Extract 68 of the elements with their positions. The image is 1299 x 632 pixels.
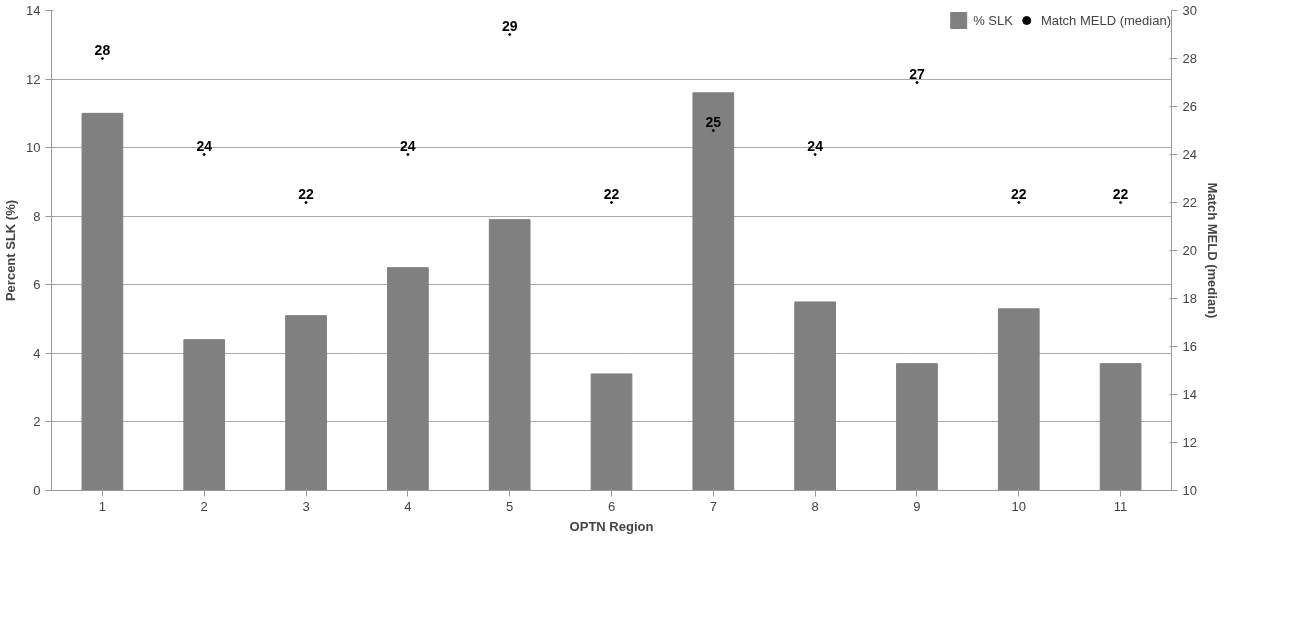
y-tick-label: 6: [33, 277, 41, 293]
point: [1119, 201, 1123, 204]
x-tick-label: 1: [98, 498, 107, 514]
legend-label: Match MELD (median): [1040, 12, 1171, 28]
x-tick-label: 11: [1113, 498, 1128, 514]
bar: [1099, 363, 1142, 491]
bar: [183, 339, 226, 491]
data-label: 22: [1010, 185, 1027, 202]
data-label: 22: [298, 185, 315, 202]
y2-tick-label: 16: [1182, 339, 1197, 354]
y2-tick-label: 12: [1182, 435, 1197, 450]
y2-tick-label: 28: [1182, 51, 1197, 66]
data-label: 25: [705, 113, 722, 130]
x-tick-label: 6: [607, 498, 616, 514]
point: [813, 153, 817, 156]
y-axis-title: Percent SLK (%): [3, 199, 19, 302]
point: [610, 201, 613, 204]
y2-tick-label: 14: [1182, 387, 1197, 402]
bar: [81, 112, 124, 491]
y-tick-label: 0: [33, 483, 41, 498]
y2-tick-label: 30: [1182, 3, 1197, 18]
point: [1017, 201, 1021, 204]
y-tick-label: 4: [33, 345, 41, 361]
data-label: 22: [1112, 185, 1129, 202]
data-label: 22: [603, 185, 620, 202]
data-label: 28: [94, 41, 111, 58]
y-tick-label: 8: [33, 208, 41, 224]
point: [711, 129, 715, 132]
y-tick-label: 2: [33, 414, 41, 430]
point: [406, 153, 410, 156]
point: [915, 81, 919, 84]
bar: [794, 301, 836, 491]
bar: [285, 315, 327, 491]
data-label: 24: [807, 137, 824, 154]
y-tick-label: 14: [26, 3, 41, 18]
x-tick-label: 8: [811, 498, 819, 514]
bar: [692, 92, 735, 491]
bar: [896, 363, 938, 491]
x-tick-label: 2: [200, 498, 208, 514]
point: [202, 153, 206, 156]
point: [304, 201, 308, 204]
y2-axis-title: Match MELD (median): [1204, 182, 1220, 319]
x-axis-title: OPTN Region: [569, 518, 654, 534]
y-tick-label: 10: [26, 140, 41, 156]
y2-tick-label: 26: [1182, 99, 1197, 114]
x-tick-label: 4: [404, 498, 412, 514]
y2-tick-label: 10: [1182, 483, 1197, 498]
data-label: 27: [909, 65, 925, 82]
x-tick-label: 3: [302, 498, 310, 514]
bar: [590, 373, 633, 491]
y2-tick-label: 20: [1182, 243, 1197, 258]
y-tick-label: 12: [26, 71, 41, 87]
legend-label: % SLK: [973, 12, 1013, 28]
y2-tick-label: 24: [1182, 147, 1197, 162]
x-tick-label: 10: [1011, 498, 1027, 514]
bar: [488, 219, 531, 491]
y2-tick-label: 22: [1182, 195, 1197, 210]
point: [508, 33, 512, 36]
x-tick-label: 9: [913, 498, 921, 514]
y2-tick-label: 18: [1182, 291, 1197, 306]
point: [100, 57, 104, 60]
bar: [387, 267, 429, 491]
data-label: 29: [501, 17, 518, 34]
x-tick-label: 7: [709, 498, 717, 514]
x-tick-label: 5: [506, 498, 514, 514]
data-label: 24: [196, 137, 213, 154]
data-label: 24: [400, 137, 416, 154]
bar: [997, 308, 1040, 491]
